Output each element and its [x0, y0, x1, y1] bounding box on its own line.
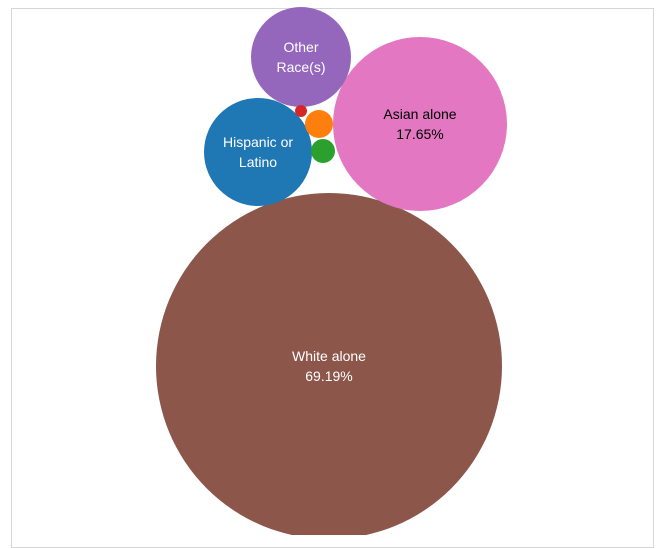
bubble-label-white-alone: White alone 69.19% [292, 348, 366, 384]
bubble-chart: White alone 69.19% Asian alone 17.65% Hispan… [156, 7, 507, 535]
bubble-label-line: Other [283, 39, 318, 55]
bubble-label-line: 17.65% [396, 126, 443, 142]
bubble-layer [156, 7, 507, 535]
bubble-hispanic-or-latino [204, 98, 312, 206]
bubble-label-line: Hispanic or [223, 134, 293, 150]
bubble-white-alone [156, 193, 502, 535]
bubble-label-hispanic-or-latino: Hispanic or Latino [223, 134, 293, 170]
bubble-label-line: White alone [292, 348, 366, 364]
bubble-label-other-race-s: Other Race(s) [276, 39, 325, 75]
bubble-label-line: Race(s) [276, 59, 325, 75]
bubble-asian-alone [333, 37, 507, 211]
bubble-bubble-5 [305, 110, 333, 138]
bubble-bubble-7 [295, 105, 307, 117]
bubble-other-race-s [251, 7, 351, 107]
bubble-label-line: 69.19% [305, 368, 352, 384]
bubble-label-line: Latino [239, 154, 277, 170]
bubble-label-line: Asian alone [383, 106, 456, 122]
label-layer: White alone 69.19% Asian alone 17.65% Hispan… [223, 39, 457, 384]
bubble-bubble-6 [311, 139, 335, 163]
bubble-label-asian-alone: Asian alone 17.65% [383, 106, 456, 142]
